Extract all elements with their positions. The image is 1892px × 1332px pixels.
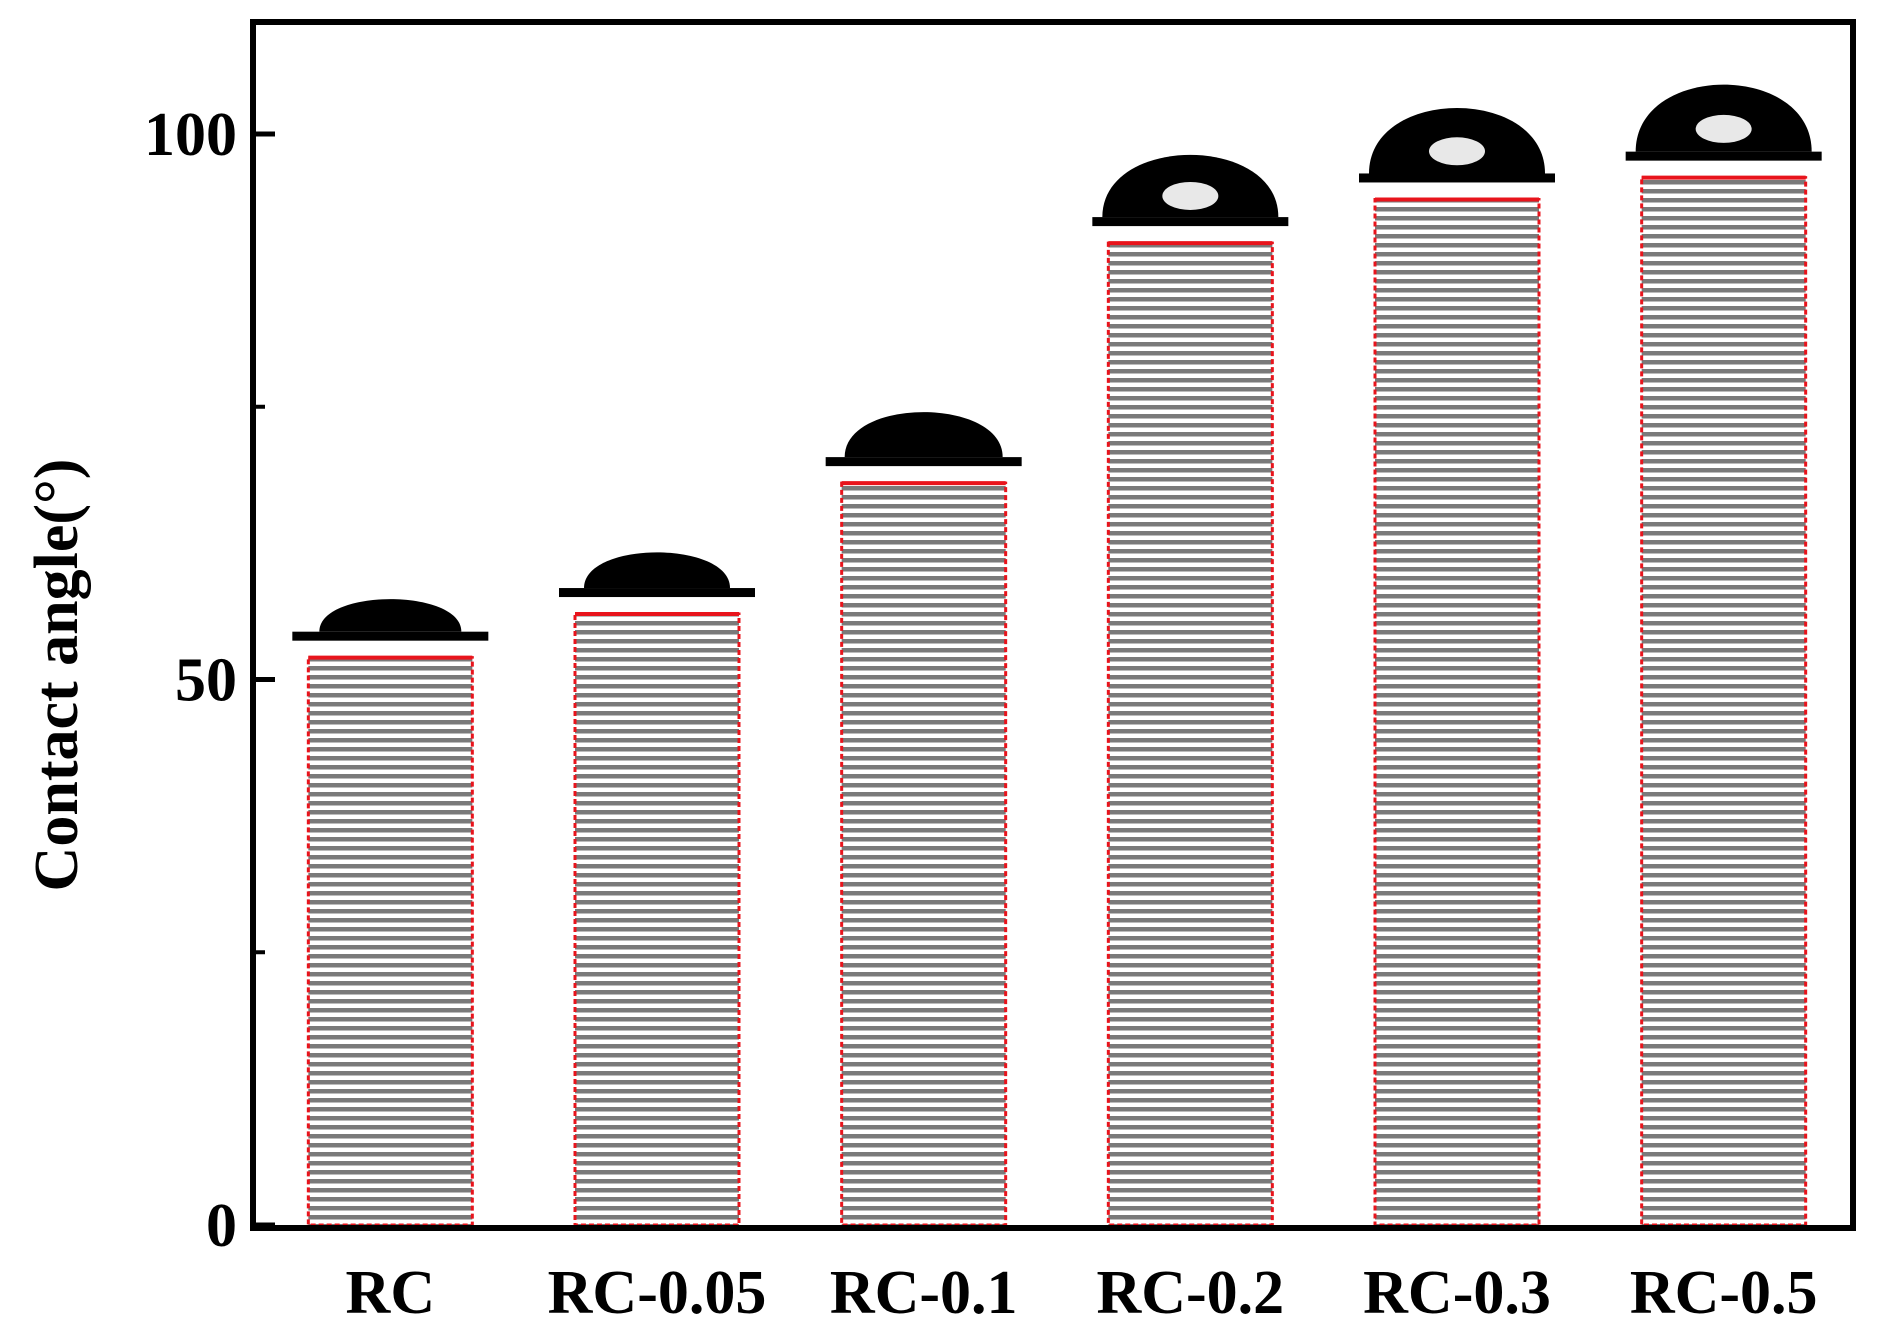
droplets-group: [292, 84, 1822, 641]
droplet: [844, 412, 1003, 458]
x-category-label: RC-0.2: [1096, 1259, 1284, 1327]
droplet-substrate: [1625, 151, 1822, 161]
x-category-label: RC-0.5: [1630, 1259, 1818, 1327]
y-tick-label: 0: [206, 1192, 237, 1260]
x-category-label: RC-0.1: [830, 1259, 1018, 1327]
bar: [573, 612, 741, 1227]
bars-group: [306, 175, 1808, 1227]
bar: [1640, 176, 1808, 1227]
plot-frame: [250, 19, 1856, 1231]
bar: [1373, 197, 1541, 1227]
y-tick-label: 100: [144, 101, 237, 169]
x-category-label: RC-0.05: [548, 1259, 767, 1327]
bar: [1106, 241, 1274, 1227]
x-category-label: RC-0.3: [1363, 1259, 1551, 1327]
x-axis-labels: RC RC-0.05 RC-0.1 RC-0.2 RC-0.3 RC-0.5: [346, 1259, 1818, 1327]
droplet-substrate: [559, 588, 755, 598]
y-axis-ticks: 0 50 100: [144, 101, 275, 1260]
bar: [840, 481, 1008, 1227]
droplet-highlight: [1162, 181, 1219, 210]
droplet-substrate: [292, 631, 489, 641]
droplet-highlight: [1695, 114, 1752, 143]
droplet: [584, 552, 730, 589]
y-axis-title: Contact angle(°): [23, 459, 91, 892]
droplet: [319, 599, 462, 632]
droplet-substrate: [825, 457, 1022, 467]
y-tick-label: 50: [175, 647, 237, 715]
droplet-substrate: [1359, 173, 1555, 183]
x-category-label: RC: [346, 1259, 436, 1327]
droplet-highlight: [1429, 137, 1485, 166]
droplet-substrate: [1092, 217, 1289, 227]
bar: [306, 656, 474, 1227]
